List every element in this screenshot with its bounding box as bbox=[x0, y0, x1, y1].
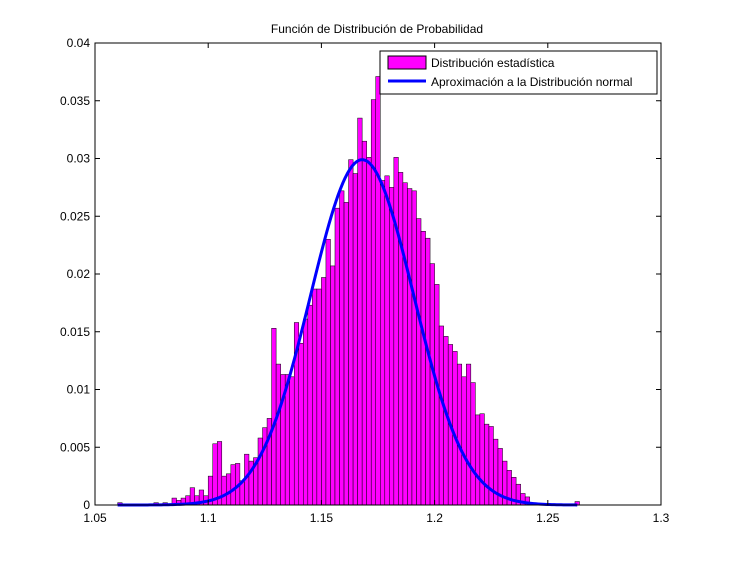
histogram-bar bbox=[366, 157, 372, 506]
histogram-bar bbox=[466, 363, 472, 506]
histogram-bar bbox=[488, 426, 494, 506]
histogram-bar bbox=[420, 231, 426, 506]
histogram-bar bbox=[230, 464, 236, 506]
histogram-bar bbox=[348, 159, 354, 506]
histogram-bar bbox=[434, 284, 440, 506]
legend-label-line: Aproximación a la Distribución normal bbox=[431, 75, 632, 89]
x-tick-label: 1.3 bbox=[653, 511, 670, 525]
y-tick-label: 0.025 bbox=[60, 209, 90, 223]
y-tick-label: 0.01 bbox=[67, 383, 91, 397]
histogram-bar bbox=[393, 157, 399, 506]
histogram-bar bbox=[416, 218, 422, 506]
histogram-bar bbox=[461, 376, 467, 506]
histogram-bar bbox=[407, 188, 413, 506]
y-axis: 0 0.005 0.01 0.015 0.02 0.025 0.03 0.035 0.04 bbox=[60, 36, 661, 512]
histogram-bar bbox=[339, 190, 345, 506]
histogram-bar bbox=[438, 325, 444, 506]
histogram-bar bbox=[484, 423, 490, 506]
histogram-bar bbox=[470, 382, 476, 506]
y-tick-label: 0 bbox=[83, 498, 90, 512]
x-tick-label: 1.1 bbox=[200, 511, 217, 525]
histogram-bar bbox=[289, 376, 295, 506]
legend-swatch-bars bbox=[387, 55, 427, 70]
x-tick-label: 1.2 bbox=[426, 511, 443, 525]
y-tick-label: 0.015 bbox=[60, 325, 90, 339]
histogram-bar bbox=[226, 473, 232, 506]
histogram-bar bbox=[402, 182, 408, 506]
histogram-bar bbox=[429, 263, 435, 506]
histogram-bar bbox=[312, 288, 318, 506]
histogram-bar bbox=[275, 363, 281, 506]
histogram-bar bbox=[370, 99, 376, 506]
y-tick-label: 0.02 bbox=[67, 267, 91, 281]
x-tick-label: 1.25 bbox=[536, 511, 560, 525]
histogram-bar bbox=[384, 175, 390, 506]
x-tick-label: 1.05 bbox=[83, 511, 107, 525]
chart-title: Función de Distribución de Probabilidad bbox=[271, 22, 483, 36]
histogram-bar bbox=[411, 190, 417, 506]
histogram-bar bbox=[212, 443, 218, 506]
histogram-bar bbox=[456, 363, 463, 506]
histogram-bar bbox=[357, 117, 363, 506]
histogram-bar bbox=[325, 239, 331, 506]
normal-fit-line bbox=[117, 158, 578, 507]
legend-label-bars: Distribución estadística bbox=[431, 56, 555, 70]
y-tick-label: 0.005 bbox=[60, 440, 90, 454]
histogram-bar bbox=[262, 427, 268, 506]
x-tick-label: 1.15 bbox=[310, 511, 334, 525]
histogram-bar bbox=[298, 343, 304, 506]
x-axis: 1.05 1.1 1.15 1.2 1.25 1.3 bbox=[83, 43, 670, 525]
histogram-bar bbox=[330, 265, 336, 506]
histogram-bar bbox=[303, 318, 309, 506]
y-tick-label: 0.03 bbox=[67, 152, 91, 166]
histogram-bar bbox=[380, 180, 386, 506]
histogram-bar bbox=[343, 202, 349, 506]
histogram-bar bbox=[398, 172, 404, 506]
histogram-bar bbox=[321, 277, 327, 506]
histogram-bar bbox=[334, 207, 340, 506]
legend: Distribución estadística Aproximación a … bbox=[379, 50, 658, 95]
y-tick-label: 0.035 bbox=[60, 94, 90, 108]
histogram-bar bbox=[307, 304, 313, 506]
histogram-bar bbox=[475, 414, 481, 506]
histogram-bar bbox=[389, 187, 395, 506]
histogram-bar bbox=[375, 76, 381, 506]
y-tick-label: 0.04 bbox=[67, 36, 91, 50]
histogram-bar bbox=[479, 413, 485, 506]
histogram-bar bbox=[316, 288, 322, 506]
histogram-bar bbox=[221, 475, 227, 506]
histogram-bar bbox=[452, 351, 458, 506]
histogram-bar bbox=[361, 140, 367, 506]
histogram-bar bbox=[352, 173, 358, 506]
histogram-bar bbox=[425, 237, 431, 506]
histogram-bar bbox=[257, 437, 263, 506]
